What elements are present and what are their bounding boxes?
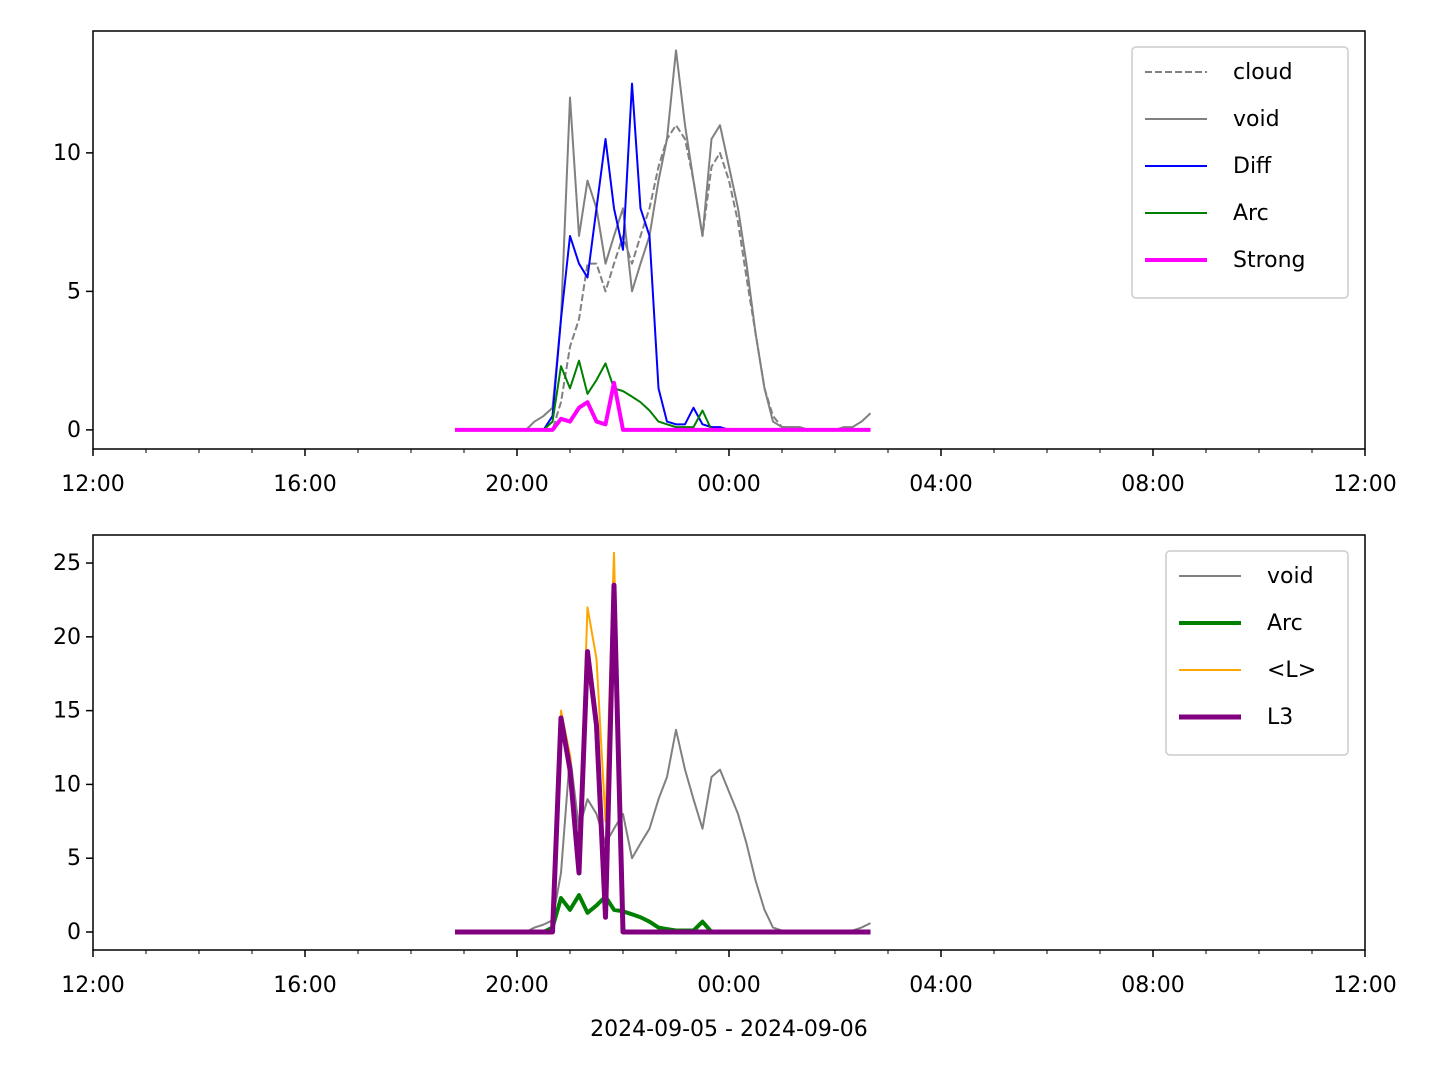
x-tick-label: 00:00 <box>697 973 760 998</box>
y-tick-label: 10 <box>53 141 81 166</box>
y-tick-label: 20 <box>53 625 81 650</box>
x-tick-label: 12:00 <box>1333 472 1396 497</box>
legend-label: Arc <box>1233 201 1269 226</box>
legend-label: Arc <box>1267 611 1303 636</box>
x-tick-label: 08:00 <box>1121 973 1184 998</box>
series-line <box>454 82 871 431</box>
x-tick-label: 12:00 <box>1333 973 1396 998</box>
x-tick-label: 04:00 <box>909 973 972 998</box>
y-tick-label: 15 <box>53 699 81 724</box>
x-tick-label: 20:00 <box>485 973 548 998</box>
y-tick-label: 5 <box>67 279 81 304</box>
y-tick-label: 0 <box>67 920 81 945</box>
x-tick-label: 16:00 <box>273 472 336 497</box>
legend-label: <L> <box>1267 658 1316 683</box>
x-tick-label: 04:00 <box>909 472 972 497</box>
y-tick-label: 0 <box>67 418 81 443</box>
x-tick-label: 20:00 <box>485 472 548 497</box>
x-tick-label: 00:00 <box>697 472 760 497</box>
x-tick-label: 12:00 <box>61 472 124 497</box>
x-tick-label: 16:00 <box>273 973 336 998</box>
series-line <box>454 124 871 431</box>
y-tick-label: 25 <box>53 551 81 576</box>
series-line <box>454 380 871 432</box>
legend-label: Strong <box>1233 248 1306 273</box>
series-line <box>454 359 871 431</box>
x-tick-label: 12:00 <box>61 973 124 998</box>
series-line <box>454 582 871 935</box>
series-line <box>454 551 871 933</box>
legend-box <box>1165 550 1349 756</box>
legend-box <box>1131 46 1349 299</box>
series-line <box>454 893 871 934</box>
legend-label: void <box>1267 564 1314 589</box>
legend-label: void <box>1233 107 1280 132</box>
legend-label: L3 <box>1267 705 1293 730</box>
series-line <box>454 49 872 431</box>
series-line <box>454 728 871 933</box>
legend-label: cloud <box>1233 60 1293 85</box>
y-tick-label: 5 <box>67 846 81 871</box>
x-tick-label: 08:00 <box>1121 472 1184 497</box>
legend-label: Diff <box>1233 154 1272 179</box>
x-axis-label: 2024-09-05 - 2024-09-06 <box>590 1017 868 1042</box>
y-tick-label: 10 <box>53 772 81 797</box>
